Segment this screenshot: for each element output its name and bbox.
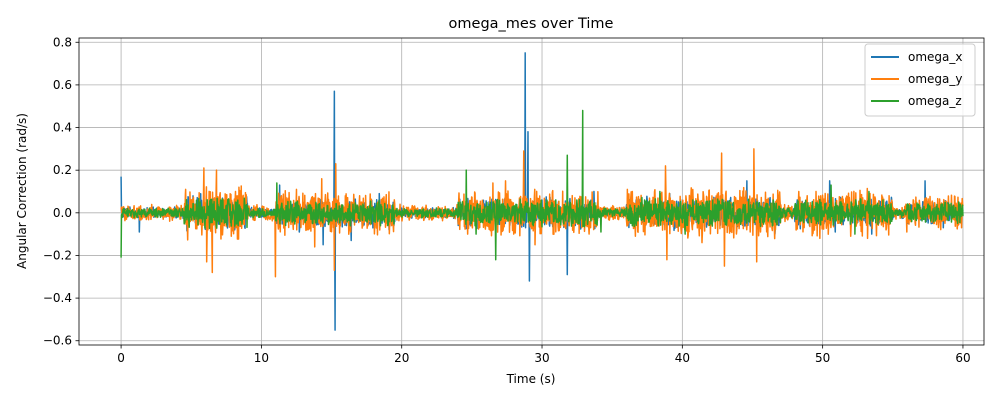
legend: omega_x omega_y omega_z (864, 43, 976, 117)
legend-label: omega_z (908, 94, 962, 108)
y-tick-label: −0.2 (43, 248, 72, 262)
x-axis-label: Time (s) (506, 372, 556, 386)
chart-title: omega_mes over Time (449, 16, 614, 32)
y-tick-label: 0.0 (53, 206, 72, 220)
x-tick-label: 30 (534, 351, 549, 365)
x-tick-label: 10 (254, 351, 269, 365)
x-tick-label: 60 (955, 351, 970, 365)
y-tick-label: 0.6 (53, 78, 72, 92)
x-tick-label: 20 (394, 351, 409, 365)
x-tick-label: 40 (675, 351, 690, 365)
series-line-omega-z (120, 109, 964, 261)
legend-box (864, 43, 976, 117)
x-tick-label: 0 (117, 351, 125, 365)
y-tick-label: −0.4 (43, 291, 72, 305)
y-tick-label: −0.6 (43, 334, 72, 348)
axis-ticks: 0 10 20 30 40 50 60 −0.6 −0.4 −0.2 0.0 0.2 0.4 0.6 0.8 (43, 35, 971, 365)
x-tick-label: 50 (815, 351, 830, 365)
legend-label: omega_x (908, 50, 963, 64)
y-axis-label: Angular Correction (rad/s) (15, 113, 29, 269)
legend-label: omega_y (908, 72, 963, 86)
plot-area-frame (78, 37, 985, 346)
y-tick-label: 0.4 (53, 121, 72, 135)
y-tick-label: 0.8 (53, 35, 72, 49)
series-layer (120, 52, 964, 331)
y-tick-label: 0.2 (53, 163, 72, 177)
